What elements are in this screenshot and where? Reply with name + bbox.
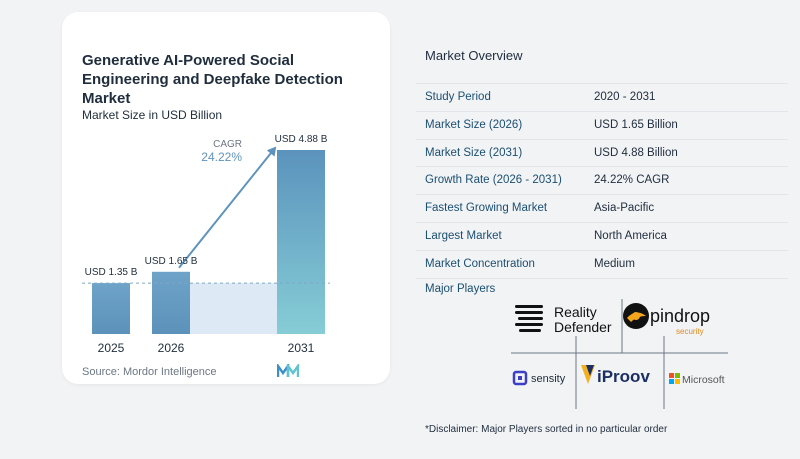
bar-chart: USD 1.35 B USD 1.65 B USD 4.88 B 2025 2026 20…	[82, 134, 330, 355]
reality-defender-text-2: Defender	[554, 319, 612, 335]
sensity-icon	[512, 370, 528, 386]
chart-subtitle: Market Size in USD Billion	[82, 108, 223, 122]
pindrop-logo: pindrop security	[623, 303, 710, 336]
microsoft-text: Microsoft	[682, 374, 725, 386]
x-tick-2026: 2026	[158, 341, 185, 355]
overview-label: Market Size (2026)	[425, 118, 523, 131]
overview-value: North America	[594, 229, 667, 242]
microsoft-icon	[669, 373, 680, 384]
bar-2031	[277, 150, 325, 334]
growth-shade	[190, 283, 277, 334]
overview-label: Largest Market	[425, 229, 502, 242]
overview-row: Study Period 2020 - 2031	[416, 83, 788, 112]
chart-title: Generative AI-Powered Social Engineering…	[82, 52, 343, 107]
iproov-icon	[581, 365, 595, 384]
x-tick-2025: 2025	[98, 341, 125, 355]
overview-row: Growth Rate (2026 - 2031) 24.22% CAGR	[416, 167, 788, 196]
microsoft-logo: Microsoft	[669, 373, 725, 386]
overview-row: Largest Market North America	[416, 223, 788, 251]
overview-value: Asia-Pacific	[594, 202, 655, 215]
pindrop-icon	[623, 303, 649, 329]
overview-label: Fastest Growing Market	[425, 202, 548, 215]
overview-value: 2020 - 2031	[594, 91, 656, 103]
reality-defender-text-1: Reality	[554, 304, 597, 320]
iproov-text: iProov	[597, 367, 650, 386]
overview-row: Market Size (2026) USD 1.65 Billion	[416, 112, 788, 140]
overview-label: Study Period	[425, 91, 491, 103]
overview-label: Market Size (2031)	[425, 146, 523, 159]
iproov-logo: iProov	[581, 365, 650, 386]
overview-table: Study Period 2020 - 2031 Market Size (202…	[416, 83, 788, 279]
pindrop-subtext: security	[676, 327, 704, 336]
data-label-2025: USD 1.35 B	[85, 267, 138, 278]
data-label-2026: USD 1.65 B	[145, 256, 198, 267]
disclaimer: *Disclaimer: Major Players sorted in no …	[425, 424, 668, 435]
overview-row: Fastest Growing Market Asia-Pacific	[416, 195, 788, 223]
data-label-2031: USD 4.88 B	[275, 134, 328, 145]
overview-value: USD 1.65 Billion	[594, 118, 678, 131]
cagr-label: CAGR	[213, 139, 242, 150]
sensity-logo: sensity	[512, 370, 566, 386]
chart-source: Source: Mordor Intelligence	[82, 366, 217, 378]
major-players-title: Major Players	[425, 283, 496, 295]
overview-value: USD 4.88 Billion	[594, 146, 678, 159]
cagr-value: 24.22%	[201, 150, 242, 164]
overview-value: 24.22% CAGR	[594, 174, 670, 187]
overview-row: Market Size (2031) USD 4.88 Billion	[416, 140, 788, 168]
pindrop-text: pindrop	[650, 306, 710, 326]
overview-value: Medium	[594, 257, 635, 270]
reality-defender-icon	[515, 305, 543, 332]
x-tick-2031: 2031	[288, 341, 315, 355]
mordor-logo-icon	[277, 364, 299, 377]
bar-2025	[92, 283, 130, 334]
cagr-arrow	[178, 146, 277, 269]
sensity-text: sensity	[531, 373, 566, 385]
overview-label: Market Concentration	[425, 257, 535, 270]
bar-2026	[152, 271, 190, 334]
overview-label: Growth Rate (2026 - 2031)	[425, 174, 562, 187]
overview-title: Market Overview	[425, 48, 523, 63]
overview-row: Market Concentration Medium	[416, 251, 788, 279]
reality-defender-logo: Reality Defender	[515, 304, 612, 335]
